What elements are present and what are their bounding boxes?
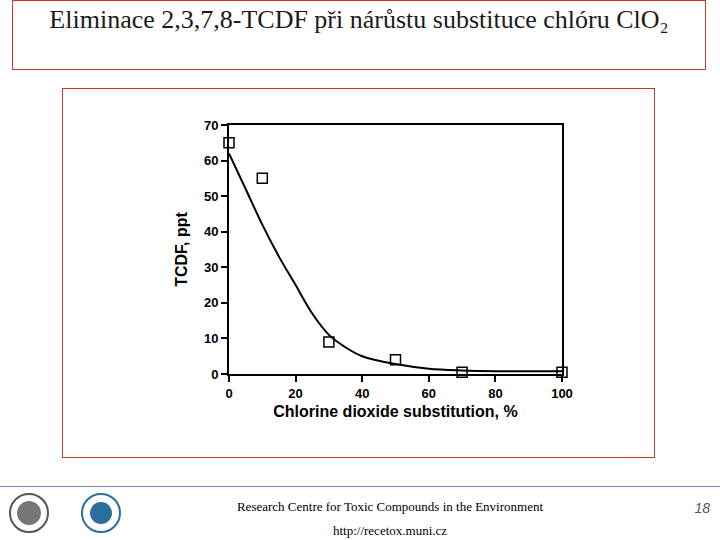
svg-text:10: 10 [204, 331, 218, 346]
svg-text:60: 60 [204, 153, 218, 168]
html-text:18: 18 [694, 500, 710, 516]
svg-text:100: 100 [551, 386, 573, 401]
svg-text:40: 40 [355, 386, 369, 401]
html-text:Eliminace 2,3,7,8-TCDF při nár: Eliminace 2,3,7,8-TCDF při nárůstu subst… [49, 5, 669, 34]
svg-text:Chlorine dioxide substitution,: Chlorine dioxide substitution, % [273, 403, 517, 420]
svg-text:30: 30 [204, 260, 218, 275]
svg-text:50: 50 [204, 189, 218, 204]
svg-text:80: 80 [488, 386, 502, 401]
svg-text:20: 20 [288, 386, 302, 401]
svg-text:40: 40 [204, 224, 218, 239]
html-text:Research Centre for Toxic Comp: Research Centre for Toxic Compounds in t… [237, 499, 543, 514]
svg-text:0: 0 [211, 367, 218, 382]
svg-text:0: 0 [225, 386, 232, 401]
svg-text:70: 70 [204, 118, 218, 133]
svg-text:20: 20 [204, 295, 218, 310]
svg-text:60: 60 [422, 386, 436, 401]
html-text:http://recetox.muni.cz: http://recetox.muni.cz [333, 523, 447, 538]
svg-text:TCDF, ppt: TCDF, ppt [173, 212, 190, 287]
